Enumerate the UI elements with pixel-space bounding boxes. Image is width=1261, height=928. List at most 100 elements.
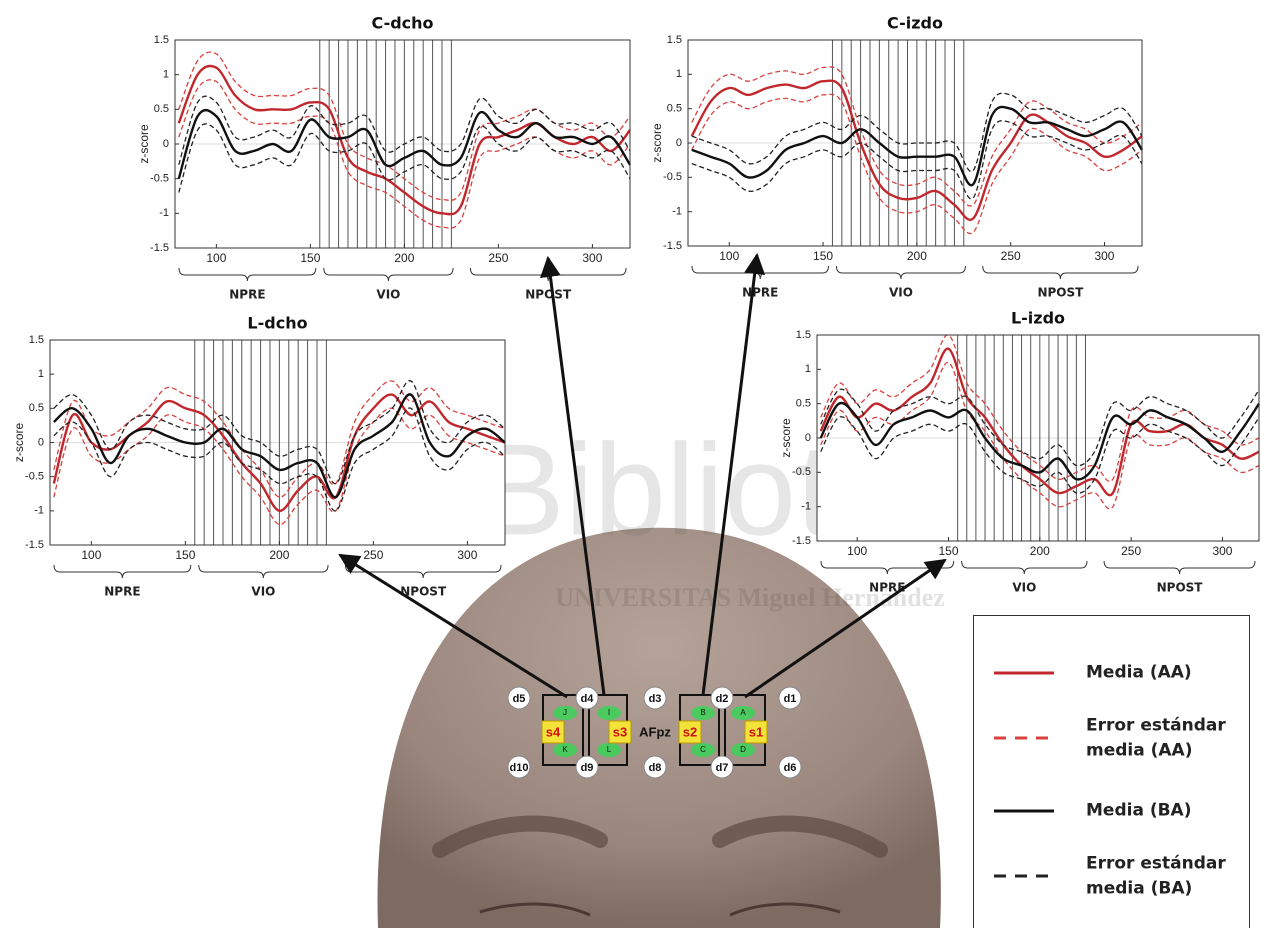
- y-tick-label: -1: [34, 505, 44, 517]
- period-brace: [983, 266, 1138, 279]
- legend-label: Media (AA): [1086, 661, 1236, 686]
- detector-label: d9: [581, 762, 594, 774]
- x-tick-label: 300: [582, 251, 602, 265]
- y-tick-label: 1: [805, 363, 811, 375]
- y-tick-label: -1: [672, 206, 682, 218]
- legend-swatch: [992, 728, 1056, 748]
- y-tick-label: -1: [159, 207, 169, 219]
- detector-label: d8: [649, 762, 662, 774]
- x-tick-label: 200: [907, 249, 927, 263]
- x-tick-label: 150: [175, 548, 195, 562]
- y-tick-label: -1.5: [150, 242, 169, 254]
- legend-swatch: [992, 663, 1056, 683]
- detector-label: d4: [581, 693, 595, 705]
- y-tick-label: -0.5: [25, 471, 44, 483]
- y-tick-label: -1.5: [792, 535, 811, 547]
- period-label: VIO: [889, 286, 913, 300]
- channel-label: J: [563, 708, 567, 717]
- x-tick-label: 100: [847, 544, 867, 558]
- y-tick-label: 0: [805, 432, 811, 444]
- channel-label: L: [607, 745, 612, 754]
- period-label: NPOST: [1157, 581, 1204, 595]
- period-label: NPOST: [525, 288, 572, 302]
- y-tick-label: -1.5: [25, 539, 44, 551]
- x-tick-label: 150: [300, 251, 320, 265]
- x-tick-label: 300: [1212, 544, 1232, 558]
- source-label: s2: [683, 724, 697, 739]
- y-tick-label: 0: [676, 137, 682, 149]
- channel-label: I: [608, 708, 610, 717]
- period-brace: [836, 266, 965, 279]
- legend-swatch: [992, 801, 1056, 821]
- period-brace: [692, 266, 828, 279]
- x-tick-label: 250: [1121, 544, 1141, 558]
- detector-label: d3: [649, 693, 662, 705]
- x-tick-label: 100: [81, 548, 101, 562]
- period-brace: [1104, 561, 1255, 574]
- period-label: NPRE: [742, 286, 778, 300]
- channel-label: A: [740, 708, 746, 717]
- y-tick-label: 0: [163, 138, 169, 150]
- chart-title: L-izdo: [1011, 309, 1065, 328]
- x-tick-label: 100: [206, 251, 226, 265]
- y-tick-label: 1: [163, 69, 169, 81]
- y-tick-label: 0.5: [29, 402, 44, 414]
- period-label: NPRE: [104, 585, 140, 599]
- legend: Media (AA) Error estándar media (AA) Media…: [973, 615, 1250, 928]
- y-tick-label: 0.5: [667, 103, 682, 115]
- period-label: VIO: [376, 288, 400, 302]
- detector-label: d1: [784, 693, 797, 705]
- detector-label: d10: [510, 762, 529, 774]
- y-axis-label: z-score: [650, 123, 664, 163]
- period-label: NPRE: [229, 288, 265, 302]
- y-tick-label: 1.5: [667, 34, 682, 46]
- y-tick-label: 1.5: [796, 329, 811, 341]
- source-label: s3: [613, 724, 627, 739]
- reference-label: AFpz: [639, 724, 671, 739]
- x-tick-label: 200: [1030, 544, 1050, 558]
- x-tick-label: 200: [269, 548, 289, 562]
- y-tick-label: 0: [38, 436, 44, 448]
- figure: Biblioteca UNIVERSITAS Miguel Hernández …: [0, 0, 1261, 928]
- y-tick-label: 1: [38, 368, 44, 380]
- x-tick-label: 250: [1001, 249, 1021, 263]
- source-label: s1: [749, 724, 763, 739]
- channel-label: B: [700, 708, 705, 717]
- y-tick-label: 1.5: [154, 34, 169, 46]
- y-tick-label: -1.5: [663, 240, 682, 252]
- chart-title: C-dcho: [371, 14, 433, 33]
- x-tick-label: 250: [488, 251, 508, 265]
- period-label: NPOST: [1037, 286, 1084, 300]
- x-tick-label: 150: [938, 544, 958, 558]
- legend-entry: Error estándar media (BA): [974, 846, 1249, 906]
- y-axis-label: z-score: [137, 124, 151, 164]
- detector-label: d2: [716, 693, 729, 705]
- x-tick-label: 250: [363, 548, 383, 562]
- y-tick-label: -0.5: [663, 171, 682, 183]
- chart-title: L-dcho: [247, 314, 307, 333]
- x-tick-label: 300: [457, 548, 477, 562]
- period-brace: [962, 561, 1087, 574]
- source-label: s4: [546, 724, 561, 739]
- period-brace: [199, 565, 328, 578]
- period-label: VIO: [251, 585, 275, 599]
- y-tick-label: 0.5: [796, 398, 811, 410]
- legend-label: Error estándar media (AA): [1086, 713, 1236, 762]
- y-tick-label: 1.5: [29, 334, 44, 346]
- y-axis-label: z-score: [779, 418, 793, 458]
- period-brace: [324, 268, 453, 281]
- y-tick-label: -0.5: [150, 173, 169, 185]
- legend-entry: Media (BA): [974, 781, 1249, 841]
- period-label: VIO: [1012, 581, 1036, 595]
- detector-label: d5: [513, 693, 526, 705]
- y-tick-label: 1: [676, 68, 682, 80]
- channel-label: D: [740, 745, 746, 754]
- x-tick-label: 150: [813, 249, 833, 263]
- detector-label: d7: [716, 762, 729, 774]
- period-brace: [54, 565, 191, 578]
- x-tick-label: 300: [1094, 249, 1114, 263]
- chart-title: C-izdo: [887, 14, 943, 33]
- x-tick-label: 200: [394, 251, 414, 265]
- detector-label: d6: [784, 762, 797, 774]
- legend-label: Error estándar media (BA): [1086, 851, 1236, 900]
